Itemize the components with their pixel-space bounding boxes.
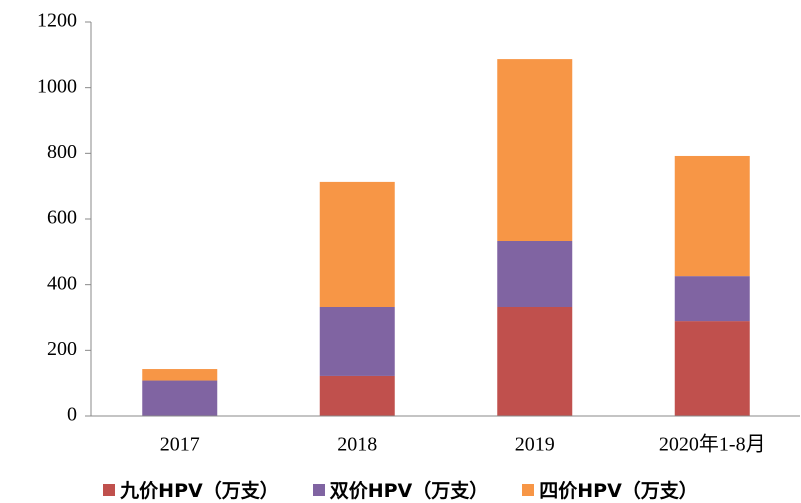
bar-segment — [674, 155, 750, 277]
legend-label: 四价HPV（万支） — [539, 480, 698, 502]
bar-segment — [674, 276, 750, 322]
bar-segment — [319, 375, 395, 416]
y-tick-label: 1200 — [37, 10, 77, 32]
x-tick-label: 2020年1-8月 — [659, 433, 766, 456]
legend: 九价HPV（万支） 双价HPV（万支） 四价HPV（万支） — [0, 476, 801, 503]
bar-segment — [142, 380, 218, 416]
y-tick-label: 600 — [47, 207, 77, 229]
x-tick-label: 2017 — [160, 434, 200, 456]
legend-swatch — [522, 483, 535, 496]
y-tick-label: 800 — [47, 141, 77, 163]
x-tick-label: 2018 — [337, 434, 377, 456]
y-tick-label: 400 — [47, 272, 77, 294]
x-tick-label: 2019 — [515, 434, 555, 456]
bar-segment — [319, 181, 395, 307]
chart: 0 200 400 600 800 1000 1200 2017 2018 2019 2020年1-… — [37, 10, 800, 456]
bar-segment — [674, 321, 750, 416]
y-tick-label: 1000 — [37, 75, 77, 97]
legend-swatch — [312, 483, 325, 496]
legend-item: 双价HPV（万支） — [312, 476, 489, 503]
legend-item: 九价HPV（万支） — [103, 476, 279, 503]
y-tick-label: 0 — [67, 404, 77, 426]
bar-segment — [497, 240, 573, 307]
bar-segment — [497, 306, 573, 416]
bar-segment — [497, 59, 573, 241]
y-tick-label: 200 — [47, 338, 77, 360]
bar-segment — [142, 369, 218, 381]
legend-item: 四价HPV（万支） — [522, 476, 698, 503]
legend-label: 双价HPV（万支） — [329, 480, 489, 502]
legend-swatch — [103, 483, 116, 496]
bar-segment — [319, 306, 395, 376]
legend-label: 九价HPV（万支） — [120, 480, 279, 502]
